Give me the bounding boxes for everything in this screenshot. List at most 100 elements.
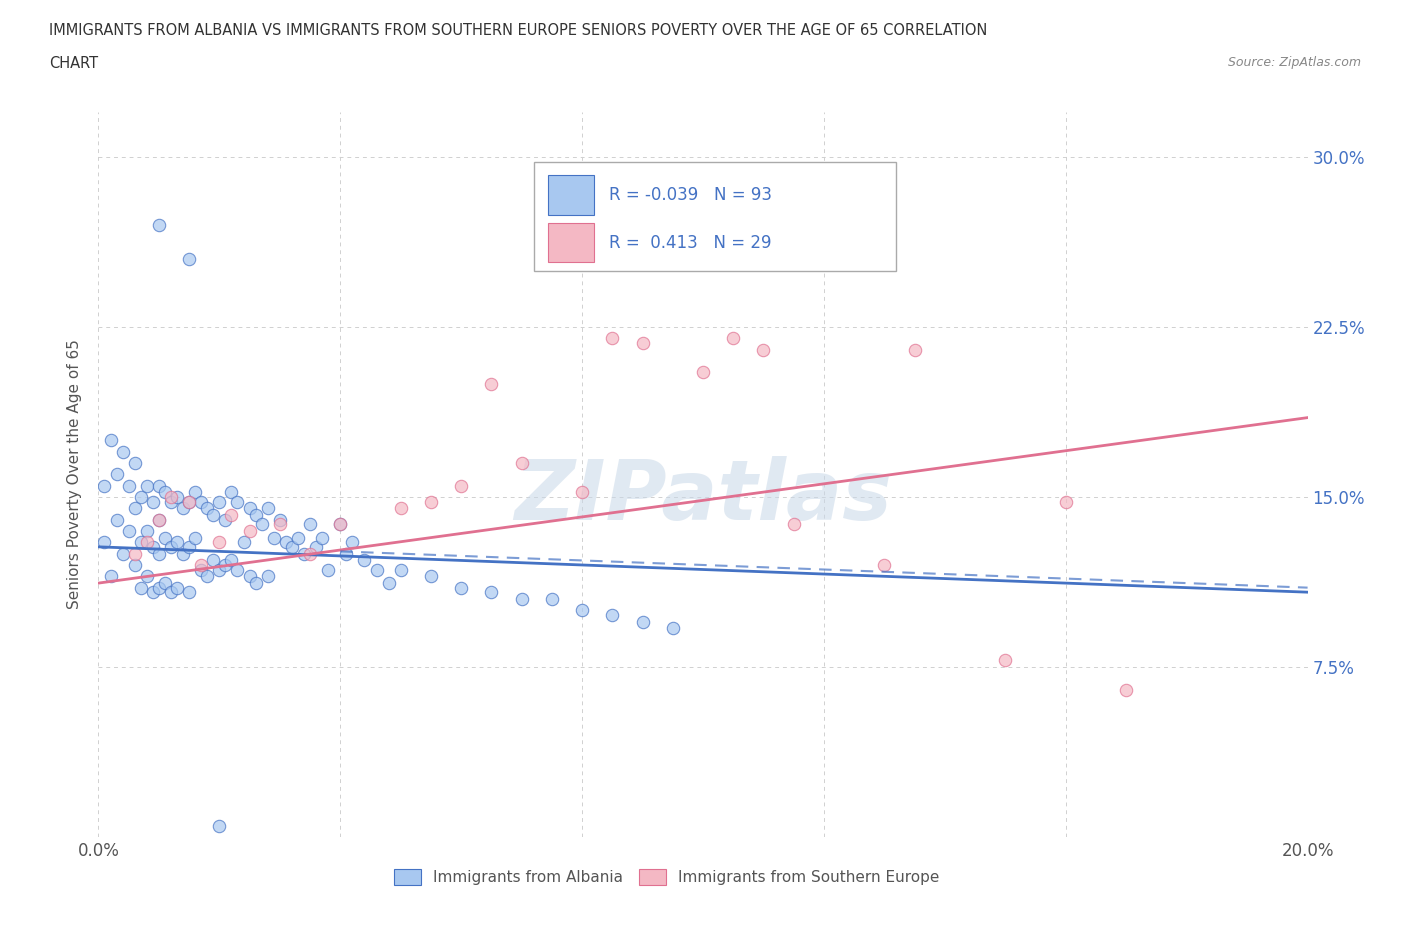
Point — [602, 331, 624, 346]
Point — [692, 365, 714, 379]
Point — [135, 524, 157, 538]
Point — [148, 218, 170, 232]
Point — [904, 342, 927, 357]
Point — [256, 501, 278, 516]
Point — [153, 485, 176, 500]
Point — [1054, 494, 1077, 509]
Point — [179, 539, 201, 554]
Point — [190, 558, 212, 573]
Text: CHART: CHART — [49, 56, 98, 71]
Point — [481, 376, 503, 391]
Point — [389, 562, 412, 577]
Point — [389, 501, 412, 516]
Point — [287, 530, 309, 545]
Point — [124, 501, 146, 516]
Point — [221, 485, 243, 500]
Point — [263, 530, 285, 545]
Point — [329, 517, 352, 532]
FancyBboxPatch shape — [548, 222, 595, 262]
Point — [208, 535, 231, 550]
Point — [256, 569, 278, 584]
Point — [299, 546, 322, 561]
Point — [142, 494, 165, 509]
Point — [148, 580, 170, 595]
Point — [160, 585, 183, 600]
Point — [540, 591, 562, 606]
Point — [166, 535, 188, 550]
Point — [250, 517, 273, 532]
Point — [631, 614, 654, 629]
Point — [148, 512, 170, 527]
Point — [202, 508, 225, 523]
Point — [118, 524, 141, 538]
Point — [208, 562, 231, 577]
Point — [305, 539, 328, 554]
Point — [281, 539, 304, 554]
Legend: Immigrants from Albania, Immigrants from Southern Europe: Immigrants from Albania, Immigrants from… — [388, 863, 946, 891]
Point — [111, 546, 134, 561]
Point — [661, 621, 683, 636]
Point — [239, 569, 262, 584]
Point — [166, 580, 188, 595]
Point — [172, 546, 194, 561]
Point — [195, 501, 218, 516]
Point — [93, 478, 115, 493]
Point — [420, 494, 443, 509]
Text: ZIPatlas: ZIPatlas — [515, 456, 891, 537]
Point — [172, 501, 194, 516]
Point — [1115, 683, 1137, 698]
Point — [269, 512, 291, 527]
Point — [221, 508, 243, 523]
Point — [208, 494, 231, 509]
Point — [292, 546, 315, 561]
Point — [329, 517, 352, 532]
Point — [179, 494, 201, 509]
Point — [148, 546, 170, 561]
Text: R = -0.039   N = 93: R = -0.039 N = 93 — [609, 186, 772, 205]
Point — [232, 535, 254, 550]
Point — [723, 331, 745, 346]
Text: IMMIGRANTS FROM ALBANIA VS IMMIGRANTS FROM SOUTHERN EUROPE SENIORS POVERTY OVER : IMMIGRANTS FROM ALBANIA VS IMMIGRANTS FR… — [49, 23, 987, 38]
FancyBboxPatch shape — [534, 163, 897, 272]
Point — [142, 585, 165, 600]
Point — [118, 478, 141, 493]
Point — [195, 569, 218, 584]
Point — [160, 539, 183, 554]
Point — [208, 818, 231, 833]
Point — [93, 535, 115, 550]
Point — [752, 342, 775, 357]
Point — [105, 467, 128, 482]
Point — [135, 535, 157, 550]
Point — [214, 512, 236, 527]
Point — [353, 553, 375, 568]
Point — [142, 539, 165, 554]
Point — [335, 546, 357, 561]
Text: R =  0.413   N = 29: R = 0.413 N = 29 — [609, 233, 770, 251]
Point — [129, 535, 152, 550]
Point — [245, 508, 267, 523]
Point — [190, 562, 212, 577]
Point — [783, 517, 806, 532]
Point — [342, 535, 364, 550]
Point — [179, 494, 201, 509]
Point — [111, 445, 134, 459]
Point — [299, 517, 322, 532]
Point — [226, 494, 249, 509]
Point — [994, 653, 1017, 668]
Point — [184, 530, 207, 545]
Y-axis label: Seniors Poverty Over the Age of 65: Seniors Poverty Over the Age of 65 — [67, 339, 83, 609]
Point — [153, 576, 176, 591]
Point — [221, 553, 243, 568]
Point — [873, 558, 896, 573]
Point — [100, 432, 122, 447]
Point — [184, 485, 207, 500]
Point — [316, 562, 339, 577]
Point — [202, 553, 225, 568]
Point — [377, 576, 399, 591]
Point — [366, 562, 388, 577]
Point — [129, 489, 152, 504]
Point — [571, 485, 593, 500]
Point — [160, 494, 183, 509]
Point — [160, 489, 183, 504]
Point — [510, 591, 533, 606]
